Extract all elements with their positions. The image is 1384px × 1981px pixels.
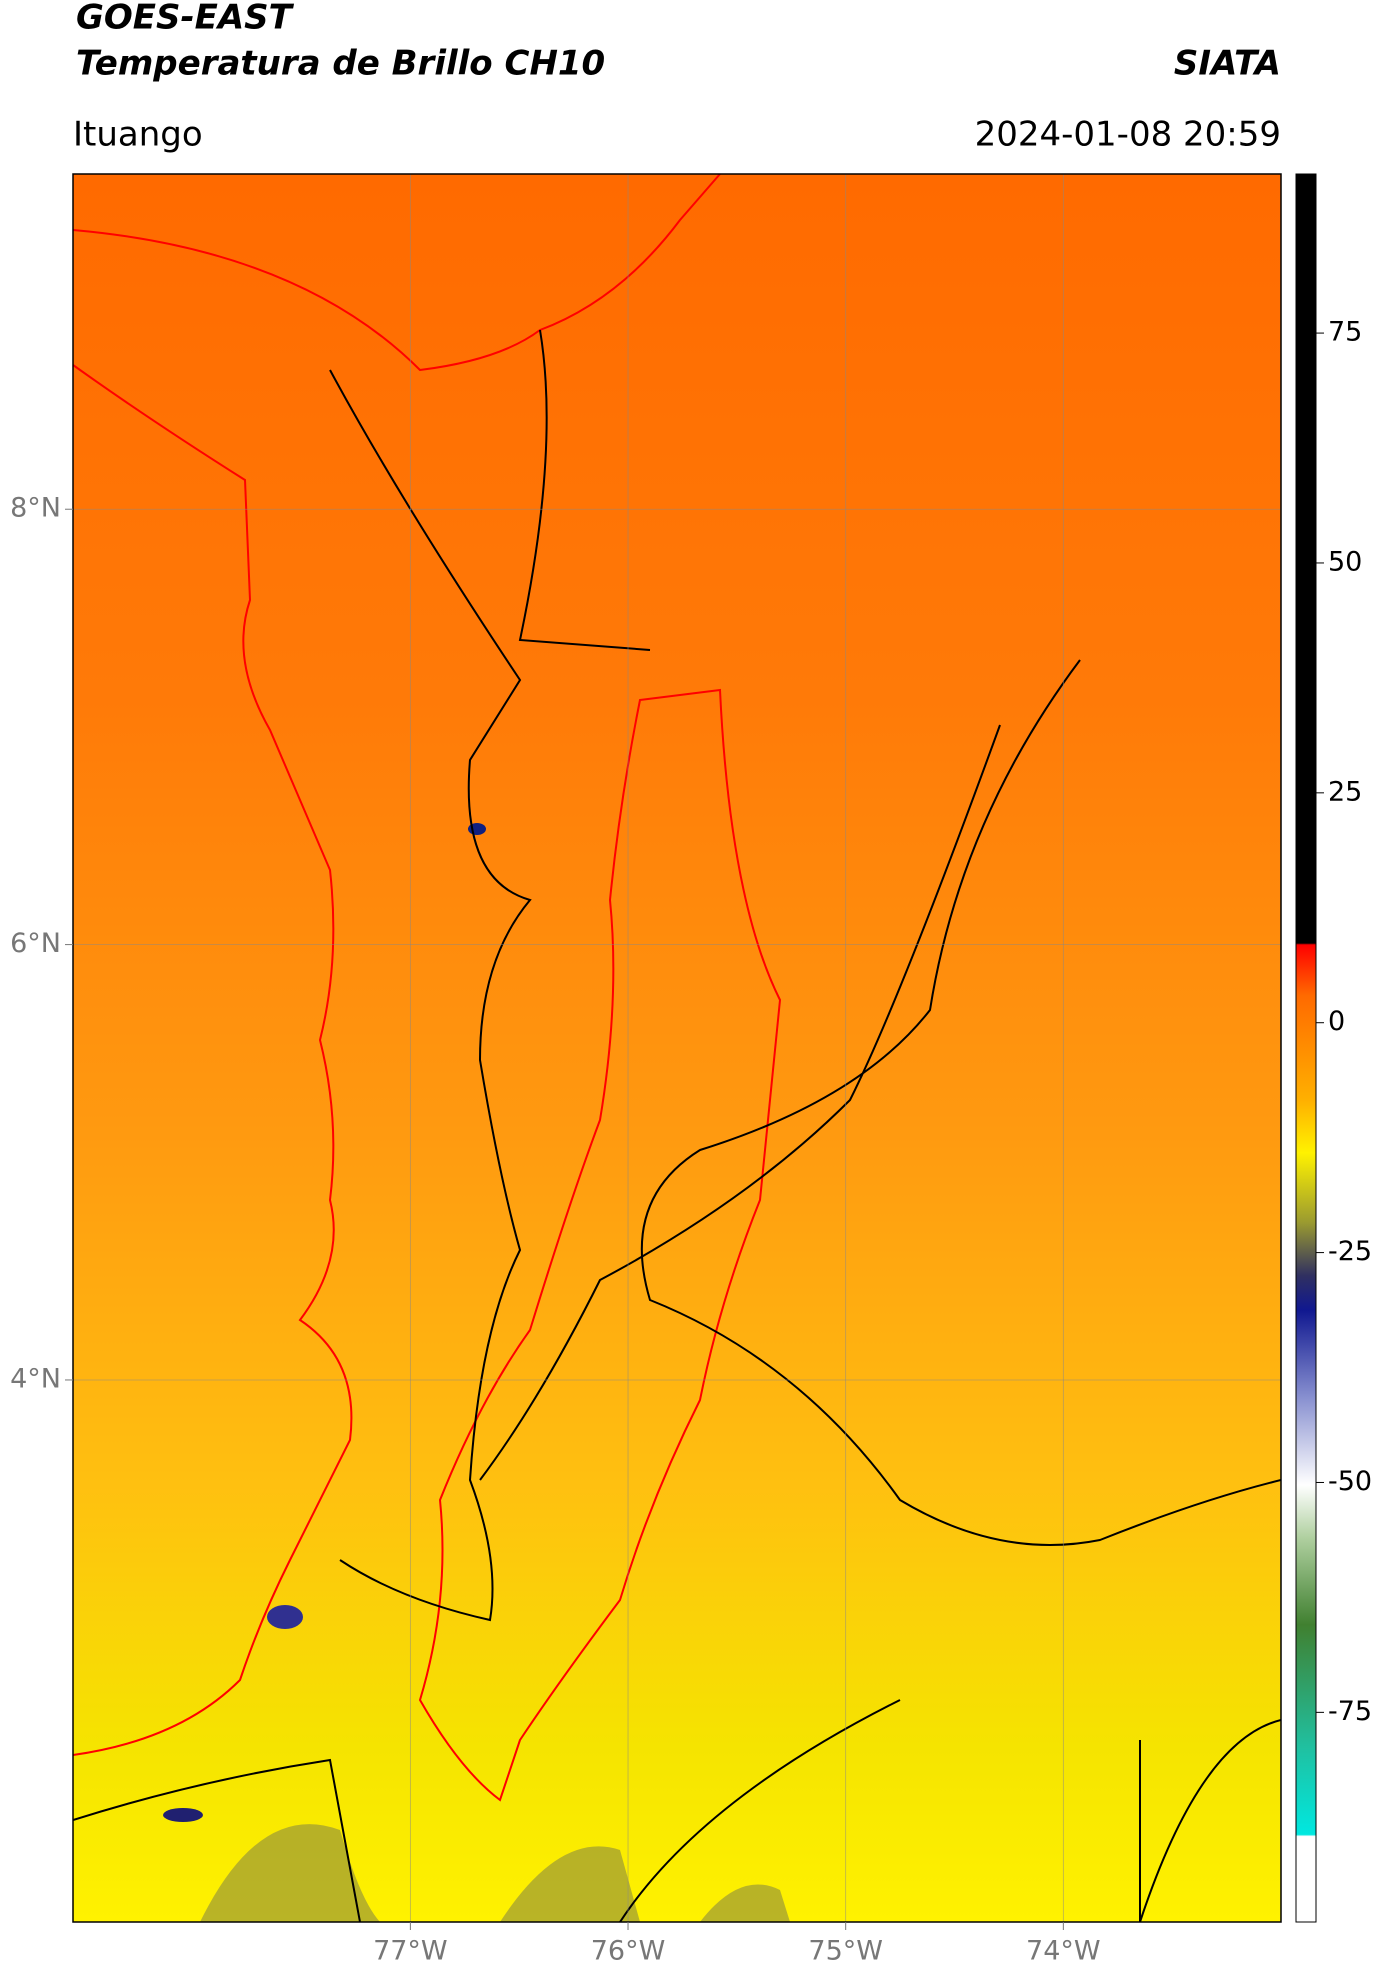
y-tick-label: 4°N <box>10 1363 61 1394</box>
y-tick-label: 6°N <box>10 928 61 959</box>
cold-cloud <box>163 1808 203 1822</box>
colorbar-tick-label: -25 <box>1328 1236 1372 1267</box>
border <box>73 329 1281 1922</box>
colorbar-tick-label: -75 <box>1328 1696 1372 1727</box>
colorbar-tick-label: 0 <box>1328 1006 1345 1037</box>
coastline <box>73 174 721 372</box>
location: Ituango <box>73 115 203 155</box>
colorbar-tick-label: 75 <box>1328 317 1362 348</box>
source: SIATA <box>1174 44 1281 84</box>
colorbar-tick-label: 25 <box>1328 776 1362 807</box>
cold-clouds <box>200 1824 790 1922</box>
map <box>73 174 1281 1922</box>
colorbar-tick-label: 50 <box>1328 546 1362 577</box>
coastline <box>73 364 353 1756</box>
colorbar-tick-label: -50 <box>1328 1466 1372 1497</box>
x-tick-label: 75°W <box>808 1936 883 1967</box>
cold-cloud <box>267 1605 303 1629</box>
title: GOES-EAST <box>76 0 295 38</box>
datetime: 2024-01-08 20:59 <box>975 115 1281 155</box>
y-tick-label: 8°N <box>10 493 61 524</box>
map-frame <box>72 173 1282 1923</box>
x-tick-label: 76°W <box>591 1936 666 1967</box>
basin-outline <box>418 688 782 1802</box>
x-tick-label: 77°W <box>373 1936 448 1967</box>
subtitle: Temperatura de Brillo CH10 <box>76 44 605 84</box>
x-tick-label: 74°W <box>1026 1936 1101 1967</box>
colorbar <box>1295 173 1317 1923</box>
temperature-field <box>73 174 1281 1922</box>
